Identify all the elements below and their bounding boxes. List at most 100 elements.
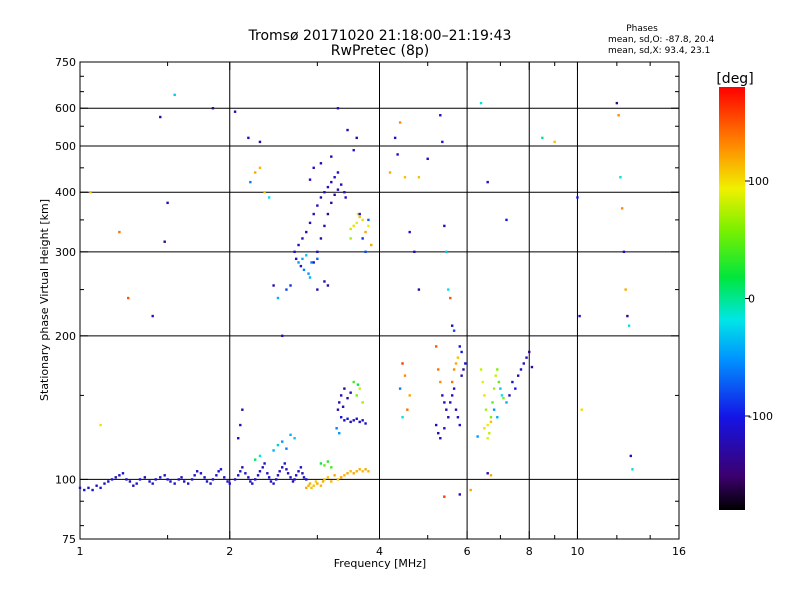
data-point	[199, 472, 203, 475]
data-point	[305, 478, 308, 481]
data-point	[217, 470, 220, 473]
y-tick-label: 600	[55, 102, 76, 115]
data-point	[343, 419, 346, 422]
data-point	[253, 171, 257, 174]
data-point	[127, 296, 130, 300]
data-point	[361, 401, 364, 404]
data-point	[401, 416, 404, 419]
data-point	[479, 368, 483, 371]
y-axis-label: Stationary phase Virtual Height [km]	[38, 199, 51, 401]
data-point	[285, 447, 288, 450]
data-point	[505, 218, 508, 222]
data-point	[272, 284, 275, 287]
data-point	[289, 284, 292, 287]
data-point	[103, 482, 106, 485]
data-point	[408, 394, 411, 397]
data-point	[293, 250, 296, 254]
data-point	[358, 212, 361, 216]
data-point	[578, 314, 581, 318]
data-point	[138, 478, 142, 481]
data-point	[458, 423, 461, 427]
data-point	[135, 482, 138, 485]
data-point	[631, 468, 634, 471]
data-point	[294, 474, 298, 477]
data-point	[439, 437, 442, 440]
data-point	[228, 482, 231, 485]
data-point	[352, 380, 355, 384]
data-point	[289, 433, 292, 437]
data-point	[619, 176, 622, 179]
data-point	[349, 237, 352, 240]
data-point	[180, 476, 183, 479]
y-tick-label: 200	[55, 330, 76, 343]
data-point	[396, 153, 399, 156]
data-point	[514, 387, 517, 390]
data-point	[330, 466, 333, 469]
data-point	[272, 482, 275, 485]
colorbar-tick-label: 0	[748, 293, 755, 306]
data-point	[294, 257, 298, 261]
x-tick-labels: 1 2 4 6 8 10 16	[77, 545, 687, 558]
data-point	[319, 196, 323, 199]
data-point	[355, 136, 358, 140]
data-point	[258, 470, 262, 473]
data-point	[159, 115, 162, 119]
data-point	[319, 462, 323, 465]
chart-subtitle: RwPretec (8p)	[331, 43, 429, 59]
data-point	[289, 476, 292, 479]
data-point	[330, 201, 333, 205]
data-point	[349, 391, 352, 394]
data-point	[258, 166, 262, 170]
data-point	[307, 484, 310, 487]
data-point	[128, 480, 132, 483]
data-point	[226, 480, 229, 483]
data-point	[166, 201, 169, 205]
data-point	[99, 423, 102, 427]
data-point	[99, 486, 102, 490]
data-point	[154, 478, 157, 481]
data-point	[367, 470, 370, 473]
data-point	[263, 191, 266, 194]
data-point	[215, 474, 218, 477]
data-point	[346, 417, 349, 420]
data-point	[89, 191, 92, 194]
data-point	[237, 474, 240, 477]
y-tick-label: 500	[55, 140, 76, 153]
data-point	[143, 476, 147, 479]
data-point	[469, 488, 472, 492]
data-point	[629, 454, 632, 458]
axis-ticks	[79, 61, 680, 540]
data-point	[299, 466, 303, 469]
data-point	[346, 128, 349, 132]
data-point	[483, 427, 486, 430]
data-point	[439, 380, 442, 384]
data-point	[361, 419, 364, 422]
data-point	[338, 431, 341, 435]
data-point	[312, 212, 315, 216]
data-point	[291, 480, 295, 483]
data-point	[151, 314, 154, 318]
data-point	[173, 93, 176, 97]
data-point	[330, 180, 333, 184]
data-point	[326, 460, 330, 463]
data-point	[454, 362, 458, 365]
data-point	[483, 394, 486, 397]
data-point	[266, 472, 269, 475]
data-point	[489, 474, 493, 477]
data-point	[253, 478, 257, 481]
data-point	[443, 495, 446, 498]
data-point	[263, 462, 266, 465]
data-point	[276, 474, 280, 477]
data-point	[308, 178, 312, 181]
data-point	[251, 482, 254, 485]
data-point	[193, 474, 196, 477]
data-point	[447, 288, 450, 291]
data-point	[177, 478, 181, 481]
y-tick-label: 100	[55, 473, 76, 486]
data-point	[464, 362, 467, 365]
data-point	[624, 288, 627, 291]
phase-info-x: mean, sd,X: 93.4, 23.1	[608, 46, 710, 56]
data-point	[297, 261, 300, 264]
data-point	[244, 472, 247, 475]
data-point	[443, 224, 446, 228]
